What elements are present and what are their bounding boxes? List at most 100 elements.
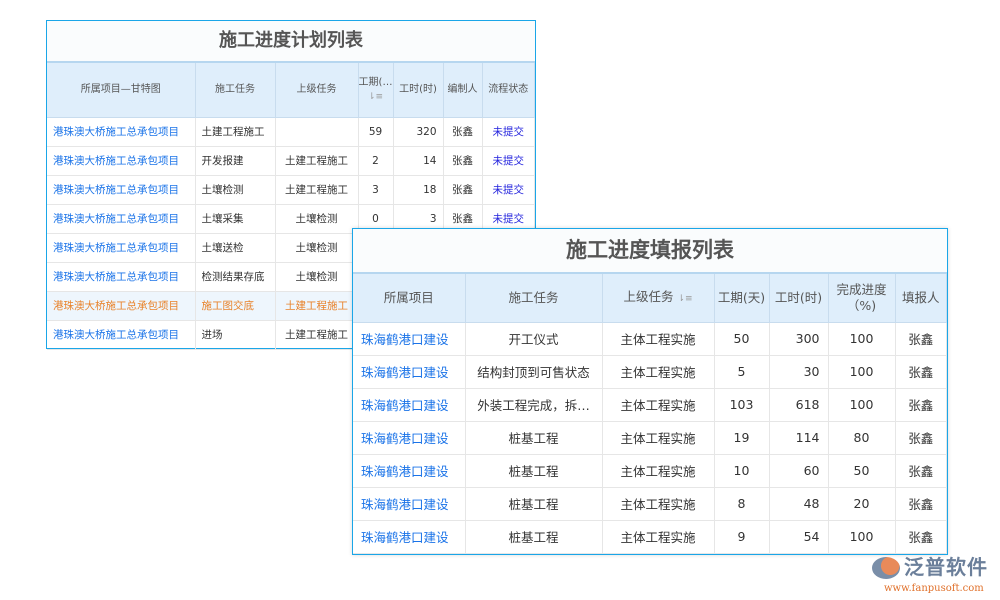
table-row[interactable]: 珠海鹤港口建设 结构封顶到可售状态 主体工程实施 5 30 100 张鑫 (353, 355, 947, 389)
col-parent-label: 上级任务 (623, 288, 674, 304)
parent-cell: 土壤检测 (275, 233, 359, 263)
parent-cell: 主体工程实施 (602, 355, 715, 389)
project-link[interactable]: 港珠澳大桥施工总承包项目 (47, 291, 196, 321)
author-cell: 张鑫 (443, 175, 483, 205)
col-parent[interactable]: 上级任务 ⇂≡ (602, 272, 715, 323)
duration-cell: 9 (714, 520, 770, 554)
table-row[interactable]: 珠海鹤港口建设 桩基工程 主体工程实施 9 54 100 张鑫 (353, 520, 947, 554)
parent-cell: 土壤检测 (275, 204, 359, 234)
project-link[interactable]: 港珠澳大桥施工总承包项目 (47, 175, 196, 205)
col-duration-label: 工期(… (358, 76, 393, 88)
logo-mark-icon (872, 557, 900, 579)
project-link[interactable]: 港珠澳大桥施工总承包项目 (47, 146, 196, 176)
parent-cell: 土建工程施工 (275, 146, 359, 176)
table-row[interactable]: 港珠澳大桥施工总承包项目 土壤检测 土建工程施工 3 18 张鑫 未提交 (47, 175, 535, 205)
status-link[interactable]: 未提交 (482, 117, 535, 147)
duration-cell: 10 (714, 454, 770, 488)
col-hours[interactable]: 工时(时) (769, 272, 829, 323)
parent-cell: 土建工程施工 (275, 291, 359, 321)
task-cell: 施工图交底 (195, 291, 276, 321)
project-link[interactable]: 港珠澳大桥施工总承包项目 (47, 262, 196, 292)
parent-cell: 主体工程实施 (602, 388, 715, 422)
task-cell: 桩基工程 (465, 421, 603, 455)
task-cell: 桩基工程 (465, 520, 603, 554)
project-link[interactable]: 港珠澳大桥施工总承包项目 (47, 320, 196, 350)
parent-cell (275, 117, 359, 147)
col-progress[interactable]: 完成进度（%) (828, 272, 896, 323)
progress-cell: 100 (828, 388, 896, 422)
parent-cell: 土建工程施工 (275, 320, 359, 350)
progress-cell: 100 (828, 520, 896, 554)
logo-url: www.fanpusoft.com (884, 583, 984, 594)
hours-cell: 48 (769, 487, 829, 521)
project-link[interactable]: 珠海鹤港口建设 (353, 454, 466, 488)
col-hours[interactable]: 工时(时) (393, 61, 444, 118)
task-cell: 进场 (195, 320, 276, 350)
sort-icon[interactable]: ⇂≡ (677, 293, 693, 304)
task-cell: 土壤采集 (195, 204, 276, 234)
status-link[interactable]: 未提交 (482, 146, 535, 176)
duration-cell: 59 (358, 117, 394, 147)
project-link[interactable]: 珠海鹤港口建设 (353, 487, 466, 521)
col-status[interactable]: 流程状态 (482, 61, 535, 118)
col-reporter[interactable]: 填报人 (895, 272, 947, 323)
duration-cell: 3 (358, 175, 394, 205)
col-task[interactable]: 施工任务 (465, 272, 603, 323)
progress-cell: 50 (828, 454, 896, 488)
parent-cell: 主体工程实施 (602, 487, 715, 521)
table-row[interactable]: 港珠澳大桥施工总承包项目 土壤采集 土壤检测 0 3 张鑫 未提交 (47, 204, 535, 234)
reporter-cell: 张鑫 (895, 487, 947, 521)
table-row[interactable]: 珠海鹤港口建设 桩基工程 主体工程实施 19 114 80 张鑫 (353, 421, 947, 455)
parent-cell: 土壤检测 (275, 262, 359, 292)
project-link[interactable]: 珠海鹤港口建设 (353, 388, 466, 422)
col-project[interactable]: 所属项目 (353, 272, 466, 323)
reporter-cell: 张鑫 (895, 355, 947, 389)
task-cell: 外装工程完成，拆… (465, 388, 603, 422)
hours-cell: 14 (393, 146, 444, 176)
task-cell: 开工仪式 (465, 322, 603, 356)
col-task[interactable]: 施工任务 (195, 61, 276, 118)
table-row[interactable]: 珠海鹤港口建设 外装工程完成，拆… 主体工程实施 103 618 100 张鑫 (353, 388, 947, 422)
project-link[interactable]: 港珠澳大桥施工总承包项目 (47, 233, 196, 263)
task-cell: 桩基工程 (465, 454, 603, 488)
parent-cell: 主体工程实施 (602, 421, 715, 455)
col-project[interactable]: 所属项目—甘特图 (47, 61, 196, 118)
hours-cell: 618 (769, 388, 829, 422)
duration-cell: 19 (714, 421, 770, 455)
col-duration[interactable]: 工期(天) (714, 272, 770, 323)
col-duration[interactable]: 工期(… ⇂≡ (358, 61, 394, 118)
table-row[interactable]: 珠海鹤港口建设 开工仪式 主体工程实施 50 300 100 张鑫 (353, 322, 947, 356)
parent-cell: 主体工程实施 (602, 322, 715, 356)
project-link[interactable]: 珠海鹤港口建设 (353, 520, 466, 554)
table-row[interactable]: 港珠澳大桥施工总承包项目 土建工程施工 59 320 张鑫 未提交 (47, 117, 535, 147)
duration-cell: 5 (714, 355, 770, 389)
table-row[interactable]: 珠海鹤港口建设 桩基工程 主体工程实施 10 60 50 张鑫 (353, 454, 947, 488)
project-link[interactable]: 港珠澳大桥施工总承包项目 (47, 117, 196, 147)
col-author[interactable]: 编制人 (443, 61, 483, 118)
progress-cell: 100 (828, 355, 896, 389)
project-link[interactable]: 港珠澳大桥施工总承包项目 (47, 204, 196, 234)
task-cell: 土壤送检 (195, 233, 276, 263)
author-cell: 张鑫 (443, 146, 483, 176)
progress-cell: 100 (828, 322, 896, 356)
report-list-title: 施工进度填报列表 (353, 229, 947, 272)
progress-cell: 20 (828, 487, 896, 521)
task-cell: 桩基工程 (465, 487, 603, 521)
sort-icon[interactable]: ⇂≡ (367, 91, 384, 102)
table-row[interactable]: 港珠澳大桥施工总承包项目 开发报建 土建工程施工 2 14 张鑫 未提交 (47, 146, 535, 176)
progress-cell: 80 (828, 421, 896, 455)
task-cell: 土壤检测 (195, 175, 276, 205)
hours-cell: 60 (769, 454, 829, 488)
col-parent[interactable]: 上级任务 (275, 61, 359, 118)
fanpusoft-logo: 泛普软件 www.fanpusoft.com (870, 555, 995, 600)
hours-cell: 54 (769, 520, 829, 554)
status-link[interactable]: 未提交 (482, 175, 535, 205)
project-link[interactable]: 珠海鹤港口建设 (353, 421, 466, 455)
reporter-cell: 张鑫 (895, 322, 947, 356)
reporter-cell: 张鑫 (895, 454, 947, 488)
project-link[interactable]: 珠海鹤港口建设 (353, 322, 466, 356)
report-table: 所属项目 施工任务 上级任务 ⇂≡ 工期(天) 工时(时) 完成进度（%) 填报… (353, 272, 947, 554)
project-link[interactable]: 珠海鹤港口建设 (353, 355, 466, 389)
task-cell: 土建工程施工 (195, 117, 276, 147)
table-row[interactable]: 珠海鹤港口建设 桩基工程 主体工程实施 8 48 20 张鑫 (353, 487, 947, 521)
